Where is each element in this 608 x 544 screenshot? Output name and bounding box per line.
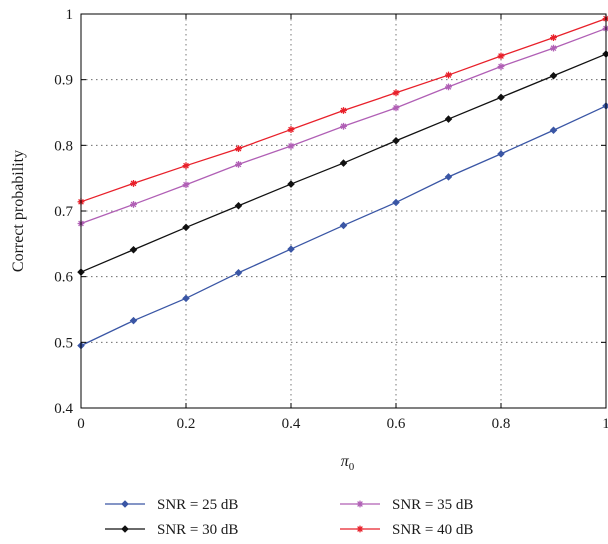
legend-label: SNR = 40 dB xyxy=(392,522,473,538)
legend-marker xyxy=(356,500,364,508)
data-point xyxy=(339,159,348,167)
series-3 xyxy=(77,25,608,227)
data-point xyxy=(550,44,557,52)
x-tick-label: 0 xyxy=(77,416,85,432)
data-point xyxy=(392,136,400,145)
legend-item: SNR = 30 dB xyxy=(105,522,238,538)
data-point xyxy=(130,180,137,187)
series-4 xyxy=(77,15,608,206)
data-point xyxy=(602,50,608,58)
data-point xyxy=(392,198,400,207)
data-point xyxy=(287,245,295,253)
data-point xyxy=(602,102,608,110)
legend-marker xyxy=(356,525,364,533)
y-tick-label: 0.4 xyxy=(54,401,73,417)
legend-marker xyxy=(121,500,129,508)
data-point xyxy=(445,71,452,79)
legend-marker xyxy=(121,525,129,533)
legend: SNR = 25 dB SNR = 30 dB SNR = 35 dB SNR = 4… xyxy=(105,497,473,538)
y-axis-label: Correct probability xyxy=(10,150,27,272)
ticks xyxy=(80,13,607,409)
y-tick-label: 0.5 xyxy=(54,335,73,351)
grid xyxy=(81,14,606,408)
data-point xyxy=(234,201,243,210)
x-axis-label: π0 xyxy=(341,453,355,473)
data-point xyxy=(497,93,505,102)
data-point xyxy=(497,63,505,70)
data-point xyxy=(497,150,505,158)
data-point xyxy=(497,52,505,60)
data-point xyxy=(130,201,137,208)
data-point xyxy=(444,173,453,181)
data-point xyxy=(234,268,243,277)
data-point xyxy=(445,83,452,91)
y-tick-label: 0.8 xyxy=(54,138,73,154)
data-point xyxy=(235,145,242,153)
data-point xyxy=(602,15,608,22)
data-point xyxy=(392,104,400,112)
data-point xyxy=(549,71,558,80)
legend-label: SNR = 35 dB xyxy=(392,497,473,513)
x-tick-label: 0.2 xyxy=(177,416,196,432)
data-point xyxy=(287,126,295,133)
data-point xyxy=(340,122,347,130)
legend-item: SNR = 25 dB xyxy=(105,497,238,513)
x-tick-label: 0.4 xyxy=(282,416,301,432)
data-point xyxy=(550,34,557,42)
data-point xyxy=(129,316,138,325)
x-tick-label: 0.8 xyxy=(492,416,511,432)
x-tick-label: 0.6 xyxy=(387,416,406,432)
series-1 xyxy=(77,102,608,350)
legend-label: SNR = 30 dB xyxy=(157,522,238,538)
y-tick-label: 0.9 xyxy=(54,73,73,89)
x-tick-label: 1 xyxy=(602,416,608,432)
data-point xyxy=(129,245,138,254)
data-point xyxy=(182,294,190,303)
legend-label: SNR = 25 dB xyxy=(157,497,238,513)
y-tick-label: 1 xyxy=(66,7,74,23)
data-point xyxy=(182,181,190,189)
data-point xyxy=(287,142,295,150)
data-point xyxy=(287,180,295,188)
data-point xyxy=(182,162,190,170)
series-2 xyxy=(77,50,608,276)
series-layer xyxy=(77,15,608,350)
tick-labels: 0 0.2 0.4 0.6 0.8 1 0.4 0.5 0.6 0.7 0.8 0.9 1 xyxy=(54,7,608,432)
y-tick-label: 0.7 xyxy=(54,204,73,220)
legend-item: SNR = 35 dB xyxy=(340,497,473,513)
data-point xyxy=(444,115,453,123)
x-axis-label-symbol: π xyxy=(341,453,350,470)
data-point xyxy=(549,126,558,134)
data-point xyxy=(392,89,400,97)
data-point xyxy=(340,107,347,114)
data-point xyxy=(602,25,608,32)
x-axis-label-subscript: 0 xyxy=(349,461,355,473)
data-point xyxy=(339,221,348,230)
data-point xyxy=(182,223,190,232)
data-point xyxy=(235,160,242,168)
legend-item: SNR = 40 dB xyxy=(340,522,473,538)
y-tick-label: 0.6 xyxy=(54,270,73,286)
